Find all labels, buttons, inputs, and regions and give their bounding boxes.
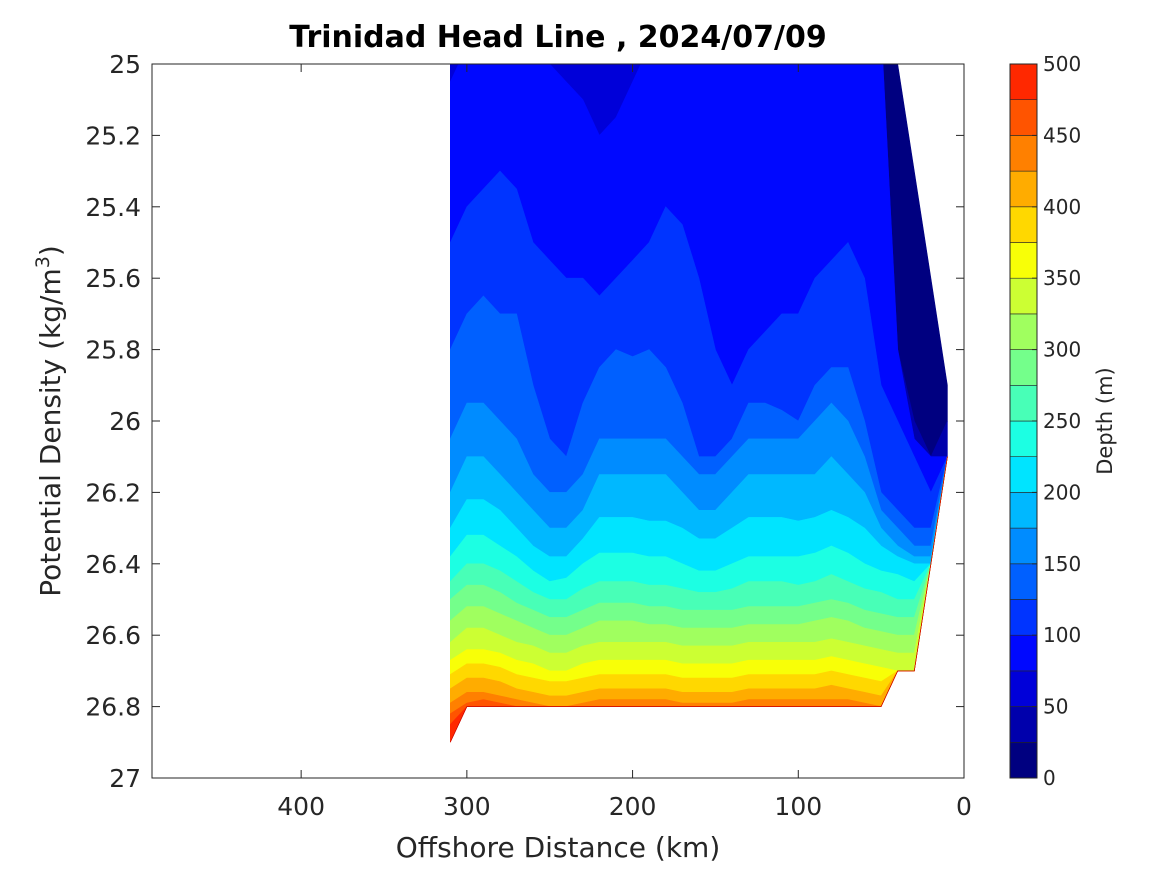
colorbar-tick-label: 400	[1043, 195, 1081, 219]
y-tick-label: 25	[109, 50, 141, 79]
y-axis-label-superscript: 3	[32, 256, 54, 268]
colorbar-swatch	[1009, 63, 1038, 101]
colorbar-swatch	[1009, 349, 1038, 386]
colorbar-swatch	[1009, 563, 1038, 600]
contour-band-0	[882, 64, 948, 458]
contour-band-500	[450, 456, 948, 743]
colorbar-tick-label: 450	[1043, 123, 1081, 147]
y-tick-label: 25.2	[85, 121, 141, 150]
colorbar-swatch	[1009, 492, 1038, 529]
contour-fill-layer	[449, 64, 948, 743]
colorbar-swatch	[1009, 135, 1038, 172]
colorbar-swatch	[1009, 456, 1038, 493]
y-axis-label-close: )	[34, 245, 67, 256]
y-axis-ticks: 25 25.2 25.4 25.6 25.8 26 26.2 26.4 26.6 26.8 27	[85, 50, 964, 793]
y-tick-label: 25.8	[85, 336, 141, 365]
x-axis-label: Offshore Distance (km)	[396, 831, 721, 864]
y-tick-label: 25.6	[85, 264, 141, 293]
y-tick-label: 26	[109, 407, 141, 436]
y-tick-label: 26.2	[85, 478, 141, 507]
colorbar-swatch	[1009, 706, 1038, 743]
x-axis-ticks: 400 300 200 100 0	[277, 64, 972, 821]
colorbar: 0 50 100 150 200 250 300 350 400 450 500	[1009, 52, 1081, 790]
colorbar-swatch	[1009, 384, 1038, 422]
colorbar-tick-label: 350	[1043, 266, 1081, 290]
colorbar-swatch	[1009, 599, 1038, 636]
y-tick-label: 26.8	[85, 693, 141, 722]
colorbar-swatch	[1009, 277, 1038, 315]
colorbar-swatch	[1009, 420, 1038, 458]
y-tick-label: 25.4	[85, 193, 141, 222]
chart-title: Trinidad Head Line , 2024/07/09	[289, 20, 826, 55]
x-tick-label: 400	[277, 792, 325, 821]
colorbar-swatch	[1009, 741, 1038, 779]
colorbar-swatch	[1009, 670, 1038, 707]
colorbar-tick-label: 300	[1043, 338, 1081, 362]
colorbar-swatch	[1009, 206, 1038, 243]
colorbar-swatch	[1009, 634, 1038, 672]
colorbar-tick-label: 100	[1043, 623, 1081, 647]
x-tick-label: 0	[956, 792, 972, 821]
y-tick-label: 26.6	[85, 621, 141, 650]
y-tick-label: 27	[109, 764, 141, 793]
y-axis-label: Potential Density (kg/m3)	[32, 245, 67, 597]
y-axis-label-main: Potential Density (kg/m	[34, 268, 67, 597]
colorbar-label: Depth (m)	[1093, 367, 1117, 474]
colorbar-tick-label: 500	[1043, 52, 1081, 76]
y-tick-label: 26.4	[85, 550, 141, 579]
x-tick-label: 300	[443, 792, 491, 821]
colorbar-tick-label: 250	[1043, 409, 1081, 433]
colorbar-tick-label: 50	[1043, 695, 1068, 719]
x-tick-label: 100	[774, 792, 822, 821]
colorbar-swatch	[1009, 242, 1038, 279]
colorbar-tick-label: 150	[1043, 552, 1081, 576]
x-tick-label: 200	[609, 792, 657, 821]
colorbar-swatch	[1009, 170, 1038, 208]
colorbar-tick-label: 0	[1043, 766, 1056, 790]
colorbar-tick-label: 200	[1043, 480, 1081, 504]
colorbar-swatch	[1009, 527, 1038, 565]
colorbar-swatch	[1009, 99, 1038, 136]
colorbar-swatch	[1009, 313, 1038, 350]
